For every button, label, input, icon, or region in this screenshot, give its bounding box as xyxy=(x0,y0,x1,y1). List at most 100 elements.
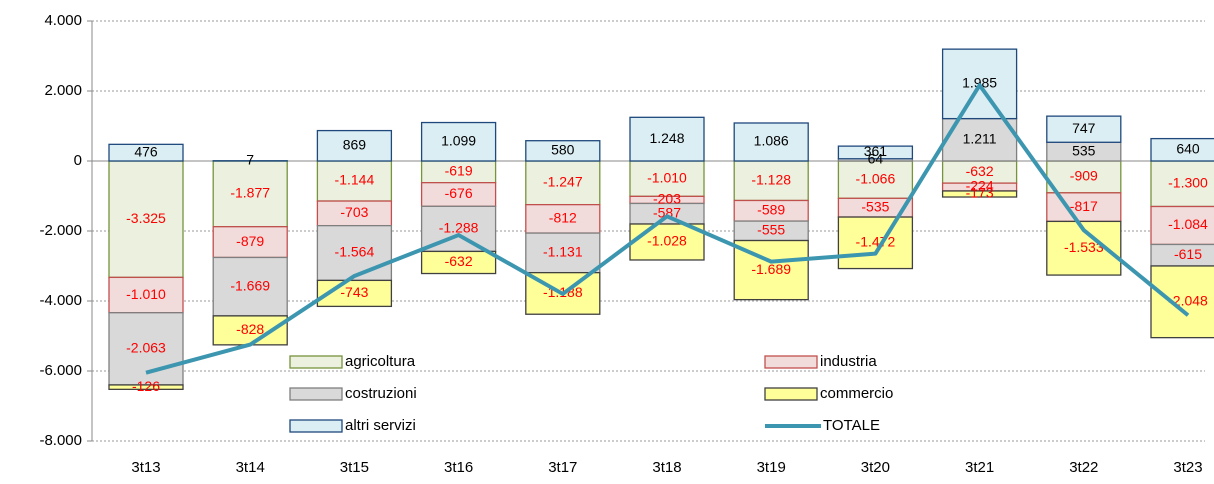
y-tick-label: 2.000 xyxy=(44,82,82,99)
value-label: -535 xyxy=(861,198,889,214)
value-label: -1.131 xyxy=(543,244,583,260)
bar-segment xyxy=(629,160,705,197)
y-tick-label: -8.000 xyxy=(39,432,82,449)
legend-label: agricoltura xyxy=(345,353,416,370)
x-tick-label: 3t17 xyxy=(548,459,577,476)
y-tick-label: 4.000 xyxy=(44,12,82,29)
bar-segment xyxy=(629,116,705,162)
value-label: 7 xyxy=(246,152,254,168)
value-label: -828 xyxy=(236,321,264,337)
legend-label: industria xyxy=(820,353,877,370)
x-tick-label: 3t23 xyxy=(1173,459,1202,476)
bar-segment xyxy=(316,129,393,162)
value-label: 535 xyxy=(1072,142,1096,158)
x-tick-label: 3t20 xyxy=(861,459,890,476)
value-label: -1.084 xyxy=(1168,216,1208,232)
value-label: 580 xyxy=(551,142,575,158)
legend-swatch xyxy=(764,387,818,401)
value-label: -1.128 xyxy=(751,171,791,187)
bar-segment xyxy=(108,384,184,390)
value-label: -703 xyxy=(340,204,368,220)
bar-segment xyxy=(941,190,1018,198)
value-label: -1.472 xyxy=(856,233,896,249)
bar-segment xyxy=(837,160,914,199)
value-label: 640 xyxy=(1176,141,1200,157)
value-label: -2.063 xyxy=(126,340,166,356)
value-label: -587 xyxy=(653,204,681,220)
value-label: -2.048 xyxy=(1168,293,1208,309)
value-label: -615 xyxy=(1174,246,1202,262)
bar-segment xyxy=(108,160,184,279)
value-label: -1.669 xyxy=(230,277,270,293)
value-label: 1.211 xyxy=(963,131,997,147)
bar-segment xyxy=(837,145,914,160)
bar-segment xyxy=(108,143,184,162)
bar-segment xyxy=(733,160,809,202)
bar-segment xyxy=(837,216,914,270)
value-label: -1.028 xyxy=(647,233,687,249)
value-label: -126 xyxy=(132,378,160,394)
y-tick-label: -4.000 xyxy=(39,292,82,309)
value-label: 1.248 xyxy=(649,130,684,146)
value-label: -1.877 xyxy=(230,185,270,201)
bar-segment xyxy=(525,140,601,162)
value-label: -1.066 xyxy=(856,170,896,186)
value-label: -203 xyxy=(653,191,681,207)
value-label: 361 xyxy=(864,143,888,159)
bar-segment xyxy=(525,203,601,234)
legend-label: commercio xyxy=(820,385,893,402)
value-label: 476 xyxy=(134,143,158,159)
bar-segment xyxy=(420,121,497,162)
bar-segment xyxy=(108,312,184,386)
bar-segment xyxy=(629,223,705,261)
value-label: -1.533 xyxy=(1064,239,1104,255)
legend-swatch xyxy=(764,355,818,369)
value-label: 747 xyxy=(1072,120,1096,136)
legend-swatch xyxy=(289,387,343,401)
value-label: -1.689 xyxy=(751,261,791,277)
x-tick-label: 3t19 xyxy=(757,459,786,476)
value-label: -909 xyxy=(1070,168,1098,184)
total-line xyxy=(145,83,1190,375)
bar-segment xyxy=(1046,115,1122,143)
y-tick-label: -6.000 xyxy=(39,362,82,379)
value-label: -817 xyxy=(1070,198,1098,214)
value-label: -619 xyxy=(445,163,473,179)
value-label: -1.300 xyxy=(1168,174,1208,190)
bar-segment xyxy=(1150,160,1214,208)
value-label: -3.325 xyxy=(126,210,166,226)
value-label: 1.099 xyxy=(441,132,476,148)
x-tick-label: 3t18 xyxy=(652,459,681,476)
x-tick-label: 3t15 xyxy=(340,459,369,476)
value-label: -632 xyxy=(966,163,994,179)
legend-swatch xyxy=(289,355,343,369)
legend-label: TOTALE xyxy=(823,417,880,434)
value-label: -589 xyxy=(757,201,785,217)
bar-segment xyxy=(525,160,601,206)
value-label: -812 xyxy=(549,210,577,226)
y-tick-label: 0 xyxy=(74,152,82,169)
value-label: 1.086 xyxy=(754,133,789,149)
value-label: -1.010 xyxy=(647,169,687,185)
bar-segment xyxy=(212,256,288,317)
value-label: -1.564 xyxy=(335,244,375,260)
legend-label: costruzioni xyxy=(345,385,417,402)
value-label: 1.985 xyxy=(962,75,997,91)
value-label: -555 xyxy=(757,222,785,238)
value-label: -632 xyxy=(445,253,473,269)
legend-label: altri servizi xyxy=(345,417,416,434)
x-tick-label: 3t14 xyxy=(236,459,265,476)
value-label: -224 xyxy=(966,178,994,194)
x-tick-label: 3t16 xyxy=(444,459,473,476)
value-label: -173 xyxy=(966,185,994,201)
value-label: -879 xyxy=(236,233,264,249)
bar-segment xyxy=(212,226,288,259)
bar-segment xyxy=(733,122,809,162)
bar-segment xyxy=(1150,265,1214,339)
value-label: 869 xyxy=(343,136,367,152)
value-label: 64 xyxy=(868,151,884,167)
bar-segment xyxy=(212,160,288,228)
legend-swatch xyxy=(289,419,343,433)
x-tick-label: 3t22 xyxy=(1069,459,1098,476)
